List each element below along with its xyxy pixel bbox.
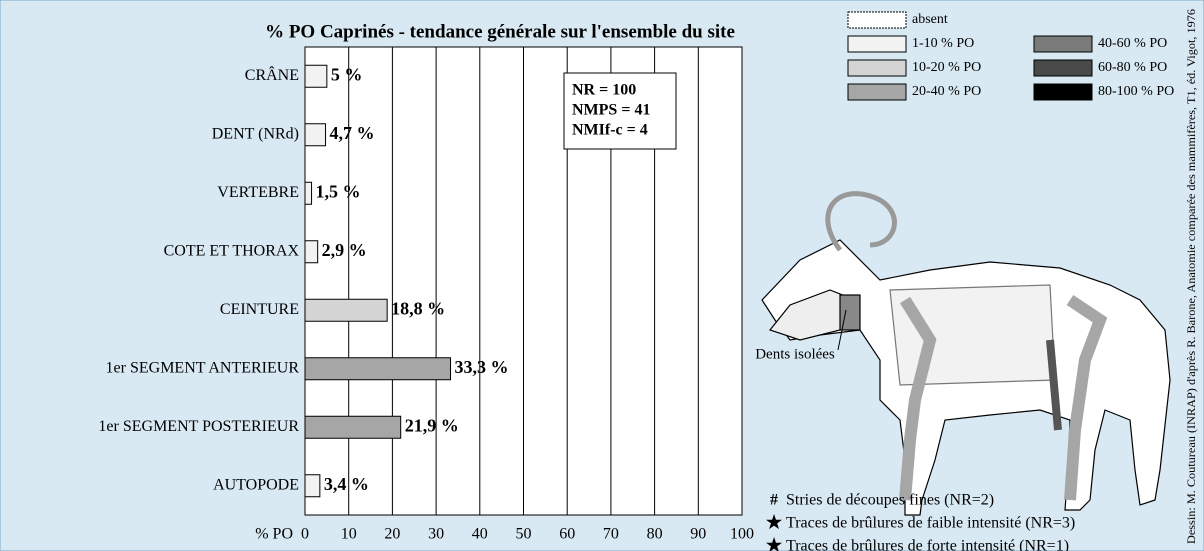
y-tick-label: CRÂNE — [245, 65, 299, 84]
legend-symbol: ★ — [767, 515, 782, 532]
y-tick-label: VERTEBRE — [217, 184, 299, 201]
value-label: 3,4 % — [324, 474, 369, 494]
value-label: 2,9 % — [322, 240, 367, 260]
chart-title: % PO Caprinés - tendance générale sur l'… — [265, 21, 735, 42]
legend-label: Traces de brûlures de faible intensité (… — [786, 515, 1075, 532]
x-tick-label: 0 — [301, 526, 309, 543]
x-tick-label: 50 — [516, 526, 532, 543]
legend-label: 80-100 % PO — [1098, 84, 1174, 99]
x-tick-label: 30 — [428, 526, 444, 543]
bar — [305, 124, 326, 146]
legend-symbol: # — [770, 492, 778, 509]
x-tick-label: 20 — [384, 526, 400, 543]
legend-label: 10-20 % PO — [912, 60, 981, 75]
credit: Dessin: M. Coutureau (INRAP) d'après R. … — [1184, 9, 1198, 544]
x-tick-label: 40 — [472, 526, 488, 543]
x-tick-label: 60 — [559, 526, 575, 543]
bar — [305, 241, 318, 263]
legend-label: Traces de brûlures de forte intensité (N… — [786, 538, 1069, 551]
legend-swatch — [848, 12, 906, 28]
value-label: 1,5 % — [316, 181, 361, 201]
bar — [305, 65, 327, 87]
chart: % PO Caprinés - tendance générale sur l'… — [0, 0, 1204, 551]
bar — [305, 358, 451, 380]
x-tick-label: 90 — [690, 526, 706, 543]
x-tick-label: 80 — [647, 526, 663, 543]
legend-swatch — [848, 36, 906, 52]
legend-label: 60-80 % PO — [1098, 60, 1167, 75]
x-axis-label: % PO — [255, 526, 293, 543]
value-label: 4,7 % — [330, 123, 375, 143]
bar — [305, 475, 320, 497]
annotation: Dents isolées — [755, 346, 835, 362]
legend-swatch — [1034, 60, 1092, 76]
legend-swatch — [848, 84, 906, 100]
info-text: NR = 100 — [572, 82, 636, 99]
y-tick-label: AUTOPODE — [213, 476, 299, 493]
legend-label: absent — [912, 12, 948, 27]
y-tick-label: COTE ET THORAX — [164, 242, 300, 259]
y-tick-label: CEINTURE — [220, 301, 299, 318]
value-label: 18,8 % — [391, 298, 445, 318]
x-tick-label: 100 — [730, 526, 754, 543]
value-label: 21,9 % — [405, 415, 459, 435]
value-label: 33,3 % — [455, 357, 509, 377]
value-label: 5 % — [331, 64, 363, 84]
legend-symbol: ★ — [767, 538, 782, 551]
bar — [305, 416, 401, 438]
legend-label: 20-40 % PO — [912, 84, 981, 99]
legend-swatch — [848, 60, 906, 76]
legend-swatch — [1034, 36, 1092, 52]
info-text: NMPS = 41 — [572, 102, 650, 119]
bar — [305, 182, 312, 204]
x-tick-label: 70 — [603, 526, 619, 543]
y-tick-label: 1er SEGMENT POSTERIEUR — [98, 418, 299, 435]
legend-label: Stries de découpes fines (NR=2) — [786, 492, 994, 509]
legend-label: 1-10 % PO — [912, 36, 974, 51]
y-tick-label: DENT (NRd) — [212, 125, 299, 142]
x-tick-label: 10 — [341, 526, 357, 543]
info-text: NMIf-c = 4 — [572, 122, 648, 139]
legend-label: 40-60 % PO — [1098, 36, 1167, 51]
bar — [305, 299, 387, 321]
y-tick-label: 1er SEGMENT ANTERIEUR — [106, 359, 300, 376]
legend-swatch — [1034, 84, 1092, 100]
